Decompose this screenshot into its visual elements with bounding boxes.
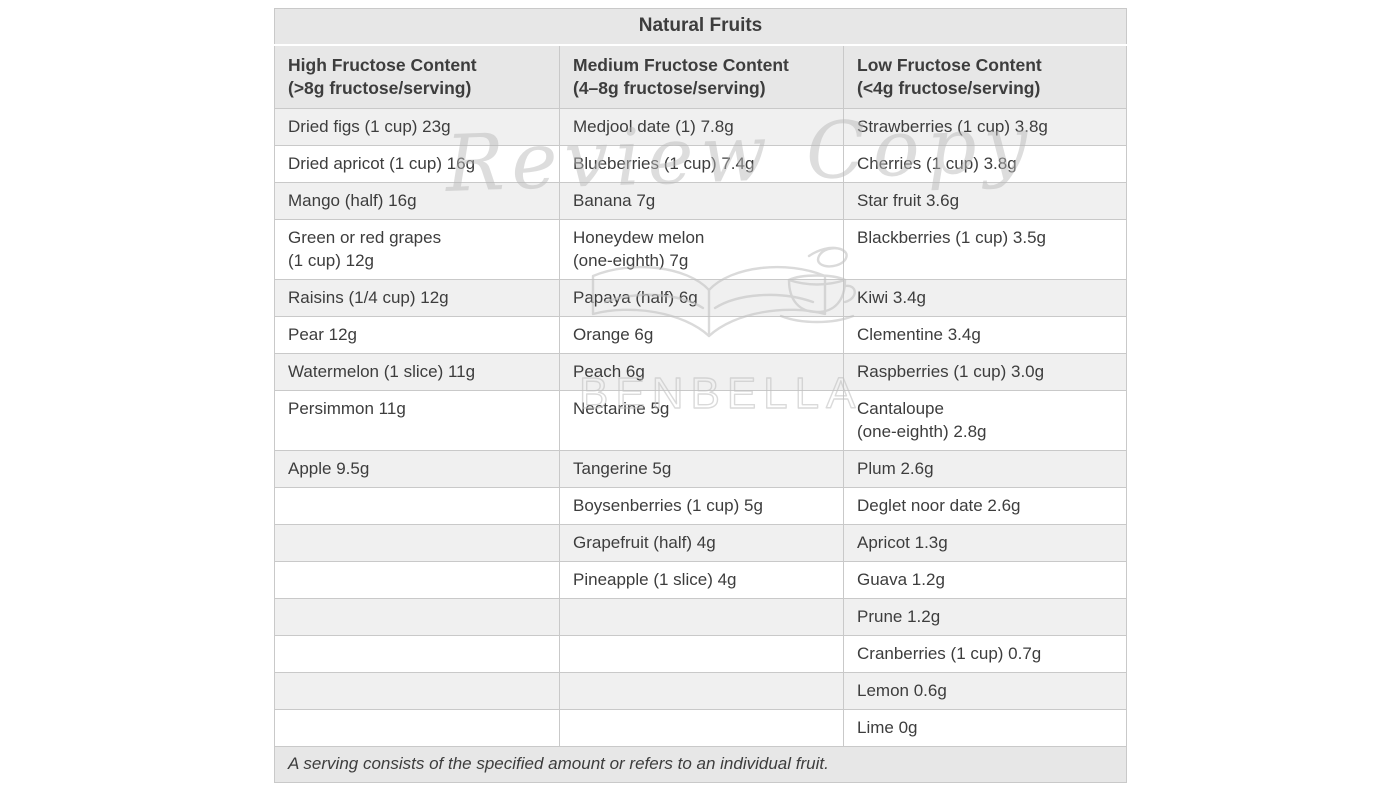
table-cell xyxy=(274,524,560,562)
table-cell: Papaya (half) 6g xyxy=(559,279,844,317)
column-header-medium-fructose: Medium Fructose Content (4–8g fructose/s… xyxy=(559,45,844,109)
table-cell xyxy=(559,635,844,673)
table-cell: Cranberries (1 cup) 0.7g xyxy=(842,635,1128,673)
table-row: Raisins (1/4 cup) 12g Papaya (half) 6g Kiw… xyxy=(274,279,1128,317)
table-cell: Banana 7g xyxy=(559,182,844,220)
table-cell: Guava 1.2g xyxy=(842,561,1128,599)
table-cell xyxy=(559,672,844,710)
table-row: Dried figs (1 cup) 23g Medjool date (1) 7… xyxy=(274,108,1128,146)
table-cell: Prune 1.2g xyxy=(842,598,1128,636)
table-row: Mango (half) 16g Banana 7g Star fruit 3.6g xyxy=(274,182,1128,220)
table-cell xyxy=(274,672,560,710)
table-body: Dried figs (1 cup) 23g Medjool date (1) 7… xyxy=(274,108,1128,747)
table-cell: Persimmon 11g xyxy=(274,390,560,451)
table-cell: Tangerine 5g xyxy=(559,450,844,488)
table-cell: Star fruit 3.6g xyxy=(842,182,1128,220)
table-cell: Deglet noor date 2.6g xyxy=(842,487,1128,525)
table-cell: Green or red grapes (1 cup) 12g xyxy=(274,219,560,280)
table-cell: Apple 9.5g xyxy=(274,450,560,488)
table-cell: Lime 0g xyxy=(842,709,1128,747)
table-cell xyxy=(274,487,560,525)
table-cell: Dried apricot (1 cup) 16g xyxy=(274,145,560,183)
table-footnote: A serving consists of the specified amou… xyxy=(274,746,1127,783)
table-row: Pineapple (1 slice) 4g Guava 1.2g xyxy=(274,561,1128,599)
table-cell: Plum 2.6g xyxy=(842,450,1128,488)
table-cell: Peach 6g xyxy=(559,353,844,391)
table-title-row: Natural Fruits xyxy=(274,8,1127,46)
table-cell: Pineapple (1 slice) 4g xyxy=(559,561,844,599)
column-header-low-fructose: Low Fructose Content (<4g fructose/servi… xyxy=(842,45,1128,109)
table-cell xyxy=(274,635,560,673)
table-cell xyxy=(274,709,560,747)
table-row: Apple 9.5g Tangerine 5g Plum 2.6g xyxy=(274,450,1128,488)
table-cell xyxy=(274,598,560,636)
table-row: Grapefruit (half) 4g Apricot 1.3g xyxy=(274,524,1128,562)
table-header-row: High Fructose Content (>8g fructose/serv… xyxy=(274,45,1128,109)
natural-fruits-table: Natural Fruits High Fructose Content (>8… xyxy=(274,8,1128,783)
table-row: Lime 0g xyxy=(274,709,1128,747)
table-cell: Medjool date (1) 7.8g xyxy=(559,108,844,146)
table-cell: Clementine 3.4g xyxy=(842,316,1128,354)
table-title: Natural Fruits xyxy=(274,8,1127,46)
table-cell: Honeydew melon (one-eighth) 7g xyxy=(559,219,844,280)
table-footnote-row: A serving consists of the specified amou… xyxy=(274,746,1127,783)
column-header-high-fructose: High Fructose Content (>8g fructose/serv… xyxy=(274,45,560,109)
table-cell: Orange 6g xyxy=(559,316,844,354)
table-row: Watermelon (1 slice) 11g Peach 6g Raspberr… xyxy=(274,353,1128,391)
table-cell: Apricot 1.3g xyxy=(842,524,1128,562)
table-cell xyxy=(274,561,560,599)
table-cell: Boysenberries (1 cup) 5g xyxy=(559,487,844,525)
table-cell xyxy=(559,598,844,636)
table-cell: Raisins (1/4 cup) 12g xyxy=(274,279,560,317)
table-cell: Blueberries (1 cup) 7.4g xyxy=(559,145,844,183)
table-cell: Grapefruit (half) 4g xyxy=(559,524,844,562)
table-row: Green or red grapes (1 cup) 12g Honeydew … xyxy=(274,219,1128,280)
table-row: Pear 12g Orange 6g Clementine 3.4g xyxy=(274,316,1128,354)
table-row: Boysenberries (1 cup) 5g Deglet noor date… xyxy=(274,487,1128,525)
table-cell: Pear 12g xyxy=(274,316,560,354)
table-cell: Kiwi 3.4g xyxy=(842,279,1128,317)
table-row: Lemon 0.6g xyxy=(274,672,1128,710)
table-cell: Strawberries (1 cup) 3.8g xyxy=(842,108,1128,146)
table-cell: Lemon 0.6g xyxy=(842,672,1128,710)
table-row: Dried apricot (1 cup) 16g Blueberries (1 … xyxy=(274,145,1128,183)
table-cell: Cherries (1 cup) 3.8g xyxy=(842,145,1128,183)
table-cell: Raspberries (1 cup) 3.0g xyxy=(842,353,1128,391)
fructose-table: Natural Fruits High Fructose Content (>8… xyxy=(274,8,1128,783)
table-cell xyxy=(559,709,844,747)
table-cell: Mango (half) 16g xyxy=(274,182,560,220)
table-cell: Dried figs (1 cup) 23g xyxy=(274,108,560,146)
table-cell: Cantaloupe (one-eighth) 2.8g xyxy=(842,390,1128,451)
table-cell: Blackberries (1 cup) 3.5g xyxy=(842,219,1128,280)
table-cell: Nectarine 5g xyxy=(559,390,844,451)
table-cell: Watermelon (1 slice) 11g xyxy=(274,353,560,391)
table-row: Persimmon 11g Nectarine 5g Cantaloupe (one… xyxy=(274,390,1128,451)
table-row: Cranberries (1 cup) 0.7g xyxy=(274,635,1128,673)
table-row: Prune 1.2g xyxy=(274,598,1128,636)
